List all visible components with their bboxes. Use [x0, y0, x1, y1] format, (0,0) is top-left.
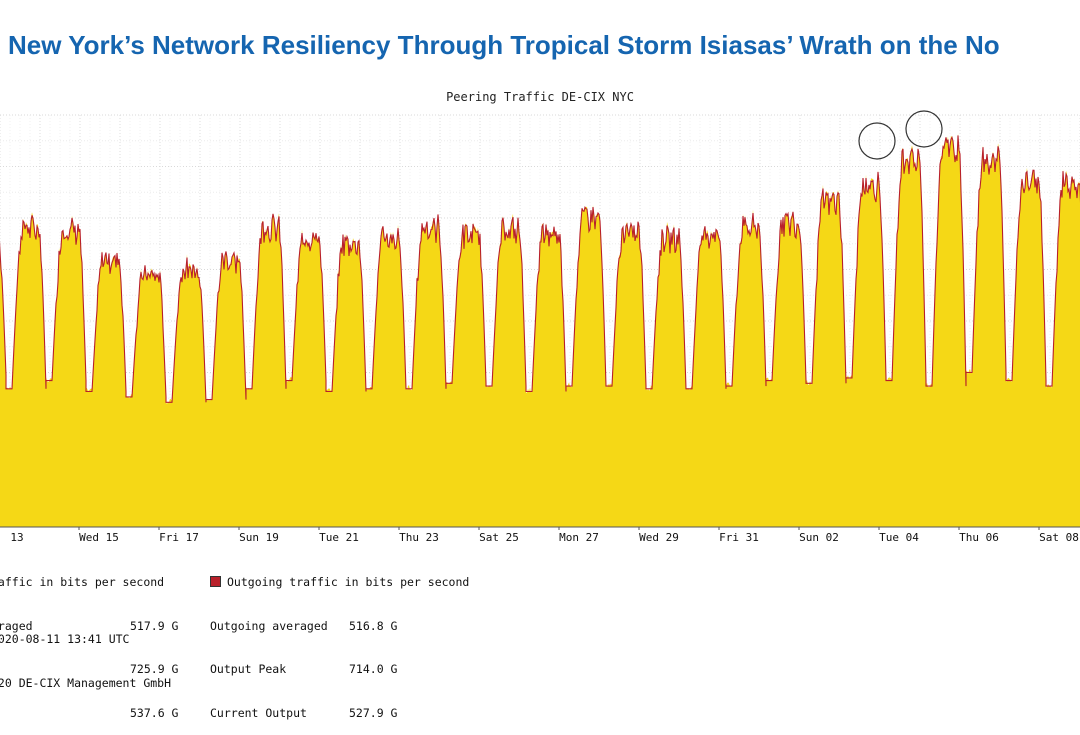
- peak-highlight-circle: [858, 122, 896, 160]
- peak-highlight-circle: [905, 110, 943, 148]
- x-tick-label: Wed 15: [79, 531, 119, 544]
- x-axis-ticks: 13 Wed 15 Fri 17 Sun 19 Tue 21 Thu 23 Sat 25 Mo…: [10, 527, 1079, 544]
- outgoing-swatch-icon: [210, 576, 221, 587]
- x-tick-label: Sat 08: [1039, 531, 1079, 544]
- legend-label: t: [0, 706, 130, 721]
- outgoing-traffic-line: [0, 135, 1080, 403]
- x-tick-label: Fri 31: [719, 531, 759, 544]
- x-tick-label: Mon 27: [559, 531, 599, 544]
- peak-highlight-marks: [858, 110, 943, 160]
- x-tick-label: Tue 04: [879, 531, 919, 544]
- outgoing-legend-row: Outgoing averaged 516.8 G: [210, 619, 469, 634]
- incoming-traffic-area: [0, 133, 1080, 527]
- legend-value: 537.6 G: [130, 705, 179, 720]
- footer-copyright: 020 DE-CIX Management GmbH: [0, 675, 172, 690]
- incoming-legend-title: raffic in bits per second: [0, 575, 165, 589]
- incoming-legend-row: t537.6 G: [0, 706, 178, 721]
- outgoing-legend: Outgoing traffic in bits per second Outg…: [210, 546, 469, 735]
- chart-title: Peering Traffic DE-CIX NYC: [446, 90, 634, 104]
- x-tick-label: Tue 21: [319, 531, 359, 544]
- legend-value: 714.0 G: [349, 662, 398, 676]
- x-tick-label: Sun 19: [239, 531, 279, 544]
- legend-value: 517.9 G: [130, 618, 179, 633]
- x-tick-label: 13: [10, 531, 23, 544]
- x-tick-label: Fri 17: [159, 531, 199, 544]
- outgoing-legend-row: Current Output 527.9 G: [210, 706, 469, 721]
- traffic-chart: 13 Wed 15 Fri 17 Sun 19 Tue 21 Thu 23 Sat 25 Mo…: [0, 110, 1080, 544]
- x-tick-label: Wed 29: [639, 531, 679, 544]
- x-tick-label: Thu 06: [959, 531, 999, 544]
- chart-footer: 2020-08-11 13:41 UTC 020 DE-CIX Manageme…: [0, 603, 171, 705]
- legend-value: 516.8 G: [349, 618, 398, 633]
- x-tick-label: Sat 25: [479, 531, 519, 544]
- x-tick-label: Sun 02: [799, 531, 839, 544]
- outgoing-legend-title: Outgoing traffic in bits per second: [227, 575, 470, 589]
- footer-timestamp: 2020-08-11 13:41 UTC: [0, 632, 130, 646]
- incoming-legend-row: eraged 517.9 G: [0, 619, 178, 634]
- legend-label: Outgoing averaged: [210, 618, 328, 633]
- legend-label: Current Output: [210, 705, 307, 720]
- x-tick-label: Thu 23: [399, 531, 439, 544]
- legend-label: Output Peak: [210, 662, 287, 676]
- article-headline: New York’s Network Resiliency Through Tr…: [8, 30, 1000, 60]
- legend-label: eraged: [0, 618, 33, 633]
- legend-value: 527.9 G: [349, 705, 398, 720]
- outgoing-legend-row: Output Peak 714.0 G: [210, 662, 469, 677]
